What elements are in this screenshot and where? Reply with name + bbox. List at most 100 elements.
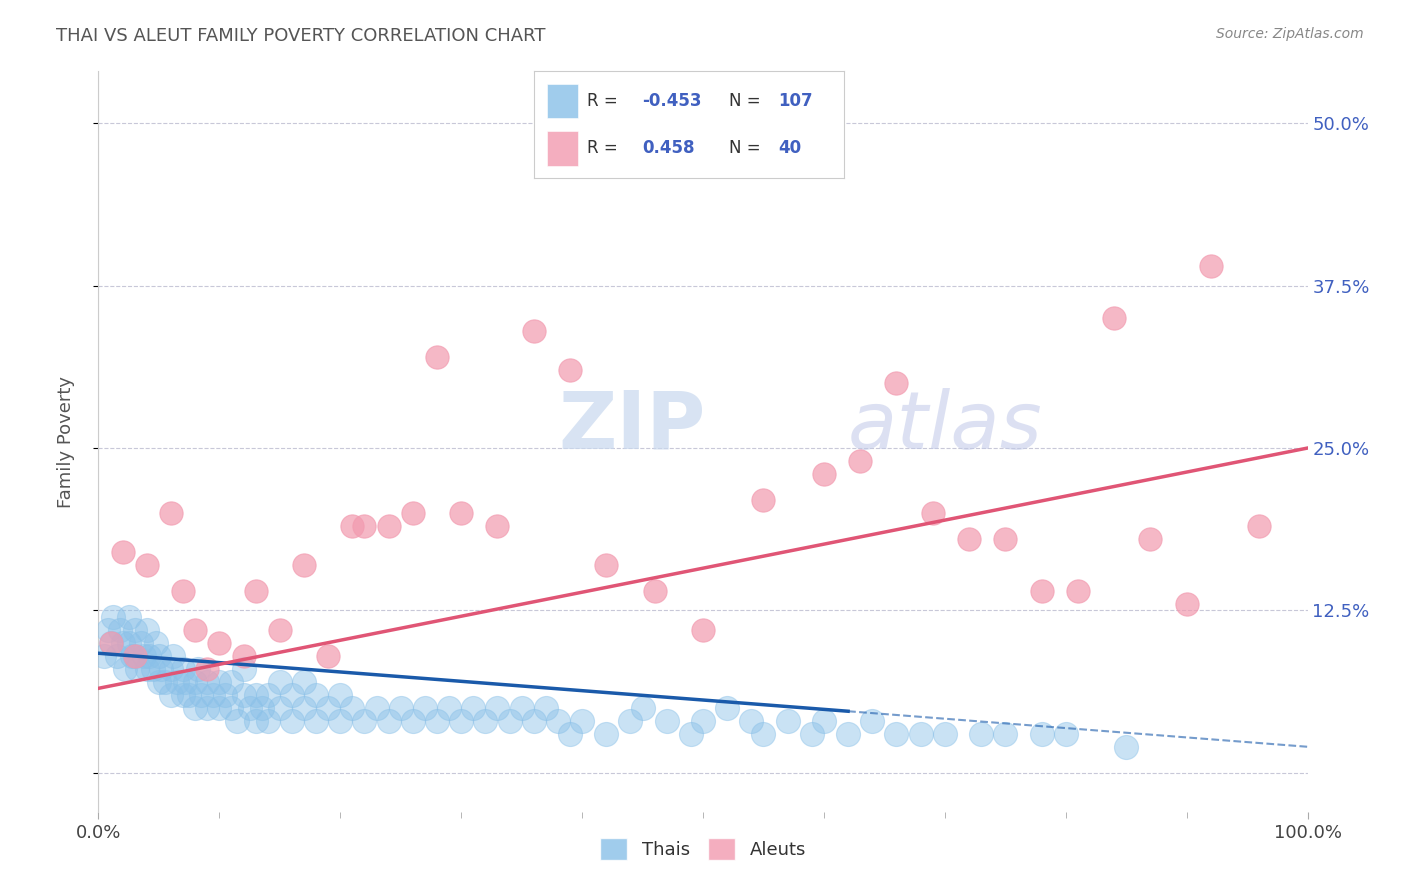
Point: [534, 701, 557, 715]
Point: [162, 648, 184, 663]
Point: [353, 519, 375, 533]
Point: [138, 648, 160, 663]
Point: [921, 506, 943, 520]
Point: [800, 727, 823, 741]
Point: [1067, 583, 1090, 598]
Point: [692, 623, 714, 637]
Text: -0.453: -0.453: [643, 93, 702, 111]
Point: [187, 662, 209, 676]
Point: [245, 583, 267, 598]
Text: 40: 40: [779, 139, 801, 157]
Point: [644, 583, 666, 598]
Point: [214, 688, 236, 702]
Point: [450, 714, 472, 728]
Point: [101, 610, 124, 624]
Point: [172, 583, 194, 598]
Point: [232, 688, 254, 702]
Point: [269, 674, 291, 689]
Text: N =: N =: [730, 139, 766, 157]
Point: [256, 688, 278, 702]
Point: [142, 662, 165, 676]
Point: [886, 376, 908, 390]
Point: [174, 674, 197, 689]
Point: [329, 714, 352, 728]
Point: [679, 727, 702, 741]
Point: [402, 714, 425, 728]
Point: [160, 506, 183, 520]
Text: R =: R =: [586, 139, 623, 157]
Point: [498, 714, 520, 728]
Point: [226, 714, 249, 728]
Point: [655, 714, 678, 728]
Legend: Thais, Aleuts: Thais, Aleuts: [591, 830, 815, 870]
Point: [957, 532, 980, 546]
Point: [1175, 597, 1198, 611]
Point: [111, 545, 134, 559]
Point: [208, 636, 231, 650]
Point: [127, 662, 149, 676]
Point: [97, 623, 120, 637]
Point: [389, 701, 412, 715]
Text: THAI VS ALEUT FAMILY POVERTY CORRELATION CHART: THAI VS ALEUT FAMILY POVERTY CORRELATION…: [56, 27, 546, 45]
Point: [342, 519, 364, 533]
Point: [366, 701, 388, 715]
Point: [1031, 583, 1053, 598]
Point: [837, 727, 859, 741]
Point: [692, 714, 714, 728]
Point: [281, 688, 304, 702]
Point: [426, 714, 449, 728]
Point: [190, 688, 212, 702]
Point: [1139, 532, 1161, 546]
Point: [860, 714, 883, 728]
Point: [184, 701, 207, 715]
Point: [179, 688, 201, 702]
Point: [1054, 727, 1077, 741]
Point: [160, 688, 183, 702]
Point: [377, 519, 399, 533]
Point: [124, 648, 146, 663]
Point: [124, 623, 146, 637]
Point: [631, 701, 654, 715]
Point: [402, 506, 425, 520]
Point: [166, 674, 188, 689]
Point: [316, 648, 339, 663]
Text: ZIP: ZIP: [558, 388, 706, 466]
Point: [752, 727, 775, 741]
Point: [595, 727, 617, 741]
Point: [135, 662, 157, 676]
Point: [153, 674, 176, 689]
Point: [934, 727, 956, 741]
Y-axis label: Family Poverty: Family Poverty: [56, 376, 75, 508]
Point: [558, 363, 581, 377]
Point: [195, 674, 218, 689]
Point: [195, 662, 218, 676]
Point: [353, 714, 375, 728]
Text: R =: R =: [586, 93, 623, 111]
Point: [413, 701, 436, 715]
Point: [1102, 311, 1125, 326]
Point: [221, 674, 243, 689]
Point: [148, 674, 170, 689]
Text: 0.458: 0.458: [643, 139, 695, 157]
Point: [118, 610, 141, 624]
Point: [377, 714, 399, 728]
Text: atlas: atlas: [848, 388, 1043, 466]
Point: [1199, 259, 1222, 273]
Point: [510, 701, 533, 715]
Point: [184, 623, 207, 637]
Point: [232, 662, 254, 676]
Point: [221, 701, 243, 715]
Point: [329, 688, 352, 702]
Point: [292, 701, 315, 715]
Point: [994, 532, 1017, 546]
Point: [105, 648, 128, 663]
Point: [135, 558, 157, 572]
Point: [250, 701, 273, 715]
Point: [426, 350, 449, 364]
Point: [118, 636, 141, 650]
Point: [994, 727, 1017, 741]
Point: [129, 636, 152, 650]
Point: [269, 701, 291, 715]
Point: [232, 648, 254, 663]
Point: [160, 662, 183, 676]
